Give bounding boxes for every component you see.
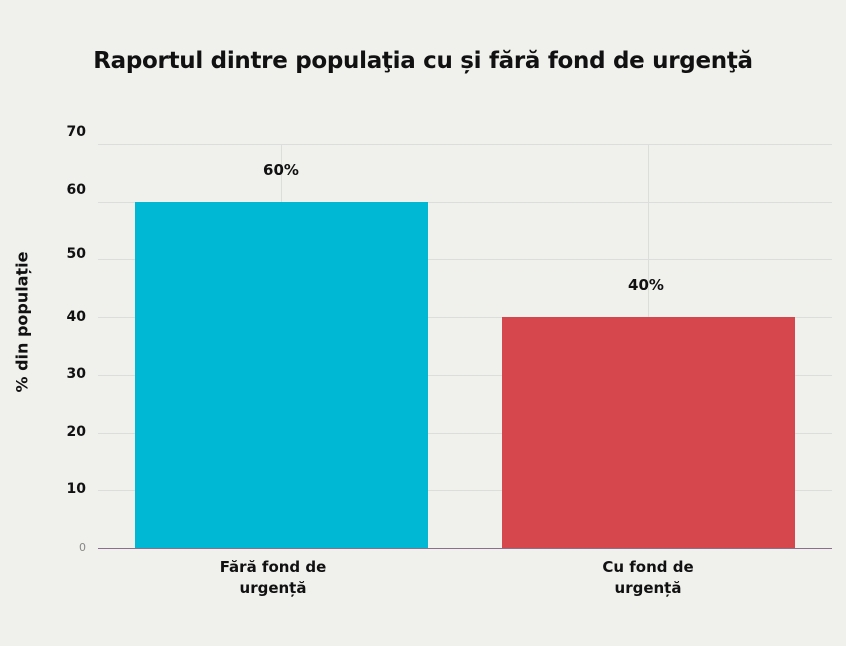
y-tick-70: 70 <box>66 124 86 140</box>
y-tick-30: 30 <box>66 366 86 382</box>
y-axis-label: % din populație <box>12 251 32 393</box>
y-tick-40: 40 <box>66 309 86 325</box>
bar-value-label: 40% <box>628 276 664 294</box>
y-tick-0: 0 <box>79 541 86 554</box>
gridline-40 <box>98 317 832 318</box>
x-label-line: urgență <box>239 579 307 597</box>
gridline-50 <box>98 259 832 260</box>
bar-value-label: 60% <box>263 161 299 179</box>
y-tick-50: 50 <box>66 246 86 262</box>
x-label-line: Fără fond de <box>219 558 327 576</box>
gridline-20 <box>98 433 832 434</box>
x-label-line: Cu fond de <box>602 558 694 576</box>
chart-title: Raportul dintre populaţia cu și fără fon… <box>93 48 753 74</box>
y-tick-60: 60 <box>66 182 86 198</box>
bar-fara-fond <box>135 202 428 548</box>
gridline-60 <box>98 202 832 203</box>
x-label-line: urgență <box>614 579 682 597</box>
gridline-10 <box>98 490 832 491</box>
y-tick-10: 10 <box>66 481 86 497</box>
plot-area: 60% 40% <box>98 144 832 549</box>
gridline-70 <box>98 144 832 145</box>
y-tick-20: 20 <box>66 424 86 440</box>
x-axis-line <box>98 548 832 549</box>
x-category-label: Cu fond de urgență <box>548 557 748 599</box>
bar-cu-fond <box>502 317 795 548</box>
gridline-30 <box>98 375 832 376</box>
x-category-label: Fără fond de urgență <box>173 557 373 599</box>
